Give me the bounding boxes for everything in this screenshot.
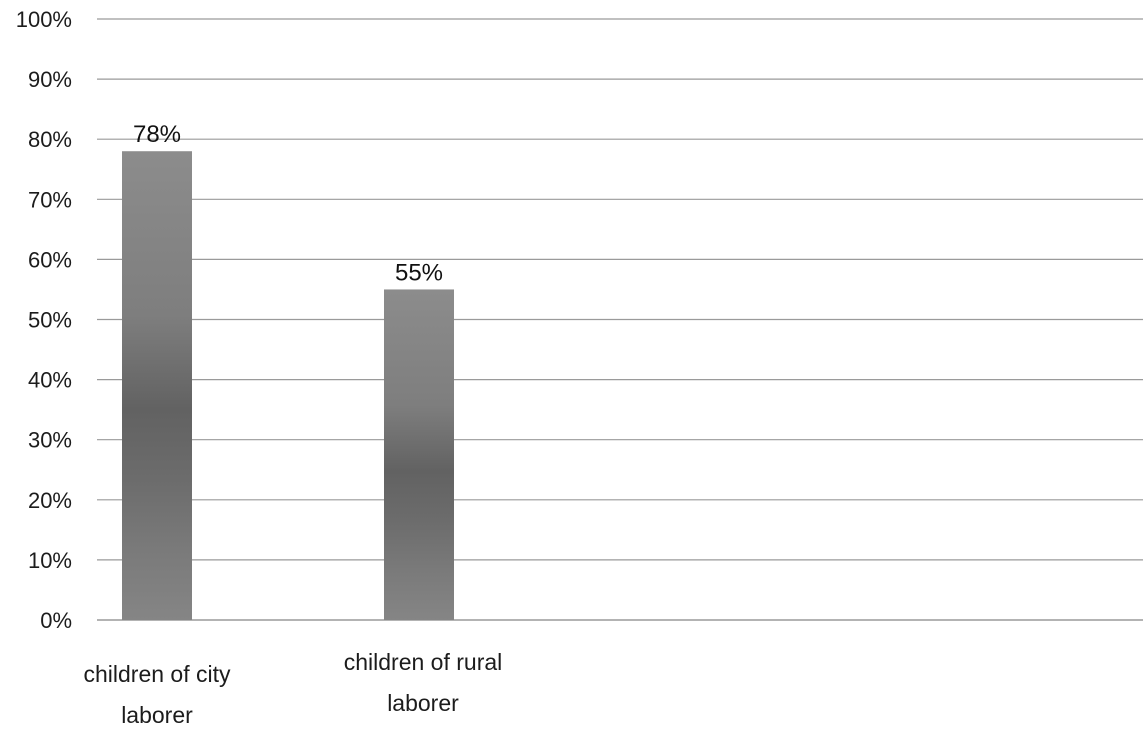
y-tick-label: 70% (28, 187, 72, 212)
category-label-2-line-2: laborer (387, 690, 459, 716)
y-tick-label: 30% (28, 428, 72, 453)
data-label-1: 78% (133, 121, 181, 148)
y-tick-label: 60% (28, 247, 72, 272)
y-tick-label: 100% (16, 7, 72, 32)
data-labels: 78% 55% (133, 121, 443, 286)
category-label-2-line-1: children of rural (344, 649, 503, 675)
bar-2 (384, 289, 454, 620)
y-axis-ticks: 0% 10% 20% 30% 40% 50% 60% 70% 80% 90% 100% (16, 7, 72, 633)
y-tick-label: 80% (28, 127, 72, 152)
y-tick-label: 0% (40, 608, 72, 633)
category-label-1-line-1: children of city (83, 661, 231, 687)
category-labels: children of city laborer children of rural… (83, 649, 502, 728)
bars (122, 151, 454, 620)
bar-1 (122, 151, 192, 620)
category-label-1-line-2: laborer (121, 702, 193, 728)
y-tick-label: 50% (28, 308, 72, 333)
y-tick-label: 90% (28, 67, 72, 92)
y-tick-label: 20% (28, 488, 72, 513)
data-label-2: 55% (395, 259, 443, 286)
gridlines (97, 18, 1143, 621)
y-tick-label: 40% (28, 368, 72, 393)
y-tick-label: 10% (28, 548, 72, 573)
